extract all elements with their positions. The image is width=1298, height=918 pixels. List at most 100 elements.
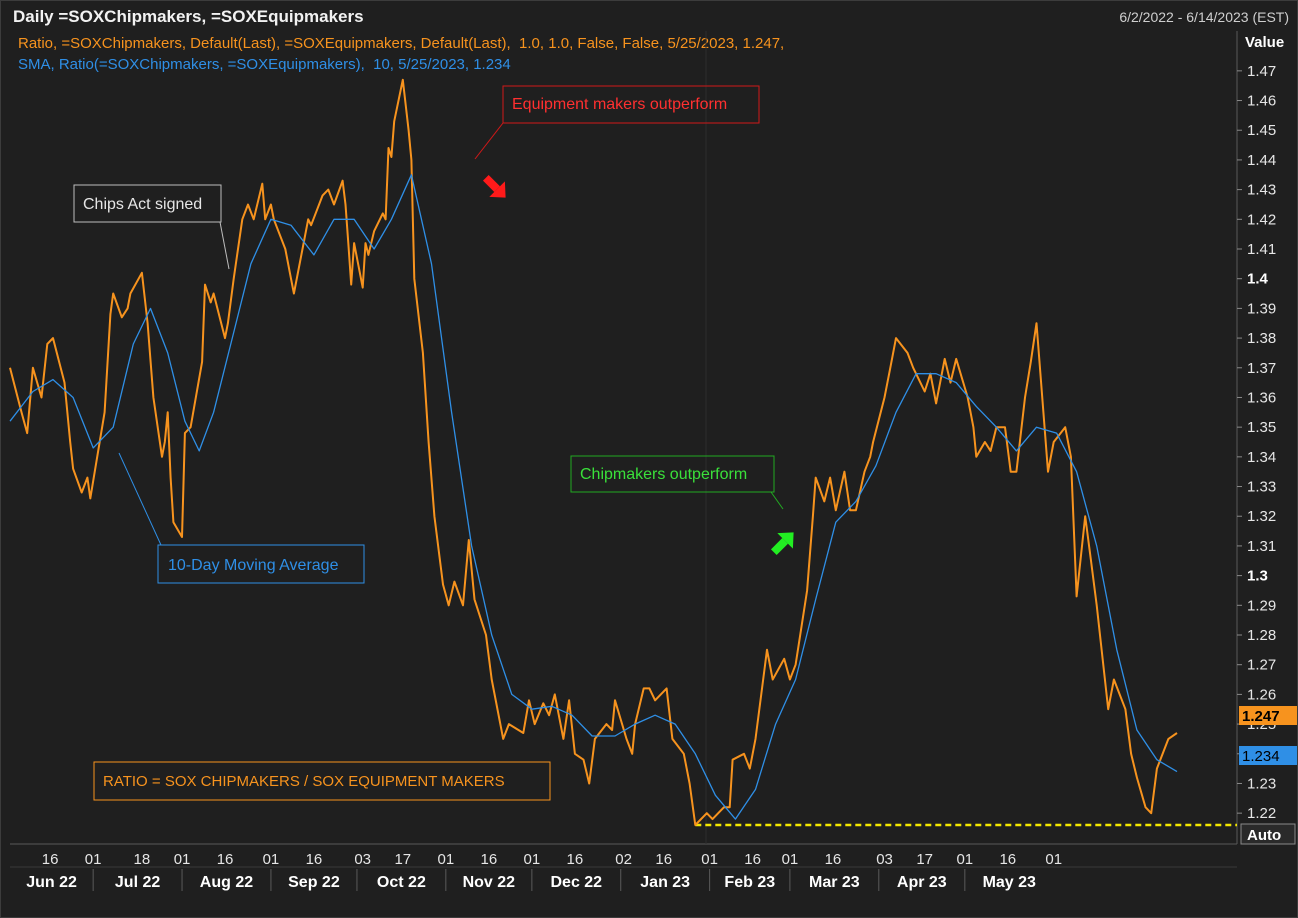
x-axis-ticks: 16 01 18 01 16 01 16 03 17 01 16 01 16 02 16 01 16 01 16 03… <box>42 851 1062 868</box>
value-axis-label: Value <box>1245 34 1284 51</box>
chipmakers-annotation-text: Chipmakers outperform <box>580 466 747 483</box>
equipment-annotation: Equipment makers outperform <box>474 85 760 198</box>
x-tick-label: 01 <box>85 851 102 868</box>
ratio-line <box>9 78 1178 826</box>
y-tick-label: 1.37 <box>1247 360 1276 377</box>
y-tick-label: 1.23 <box>1247 775 1276 792</box>
series-layer <box>9 78 1237 827</box>
x-tick-label: 01 <box>1045 851 1062 868</box>
moving-average-annotation: 10-Day Moving Average <box>118 452 365 584</box>
y-tick-label: 1.39 <box>1247 300 1276 317</box>
y-tick-label: 1.41 <box>1247 241 1276 258</box>
y-tick-label: 1.4 <box>1247 271 1269 288</box>
moving-average-annotation-leader <box>118 452 162 546</box>
equipment-annotation-box <box>502 85 760 124</box>
x-tick-label: 16 <box>480 851 497 868</box>
x-tick-label: 16 <box>217 851 234 868</box>
equipment-annotation-leader <box>474 122 504 160</box>
y-tick-label: 1.44 <box>1247 152 1276 169</box>
x-tick-label: 17 <box>916 851 933 868</box>
chips-act-annotation: Chips Act signed <box>73 184 230 270</box>
y-tick-label: 1.45 <box>1247 122 1276 139</box>
y-tick-label: 1.42 <box>1247 211 1276 228</box>
moving-average-annotation-text: 10-Day Moving Average <box>168 557 339 574</box>
down-arrow-icon <box>482 174 506 198</box>
x-month-label: Jun 22 <box>26 874 77 891</box>
ratio-value-text: 1.247 <box>1242 708 1280 725</box>
x-tick-label: 16 <box>744 851 761 868</box>
sma-value-text: 1.234 <box>1242 748 1280 765</box>
chipmakers-annotation: Chipmakers outperform <box>570 455 794 556</box>
x-tick-label: 01 <box>174 851 191 868</box>
x-tick-label: 16 <box>999 851 1016 868</box>
x-month-label: Sep 22 <box>288 874 340 891</box>
y-tick-label: 1.32 <box>1247 508 1276 525</box>
title-bar: Daily =SOXChipmakers, =SOXEquipmakers 6/… <box>1 1 1297 31</box>
auto-scale-button[interactable]: Auto <box>1240 823 1296 845</box>
y-tick-label: 1.35 <box>1247 419 1276 436</box>
y-tick-label: 1.22 <box>1247 805 1276 822</box>
up-arrow-icon <box>770 532 794 556</box>
x-tick-label: 17 <box>394 851 411 868</box>
x-month-label: Oct 22 <box>377 874 426 891</box>
x-month-label: May 23 <box>983 874 1036 891</box>
y-tick-label: 1.36 <box>1247 389 1276 406</box>
y-tick-label: 1.46 <box>1247 93 1276 110</box>
x-month-label: Apr 23 <box>897 874 947 891</box>
x-tick-label: 18 <box>134 851 151 868</box>
sma-line <box>9 174 1178 820</box>
y-tick-label: 1.29 <box>1247 597 1276 614</box>
y-tick-label: 1.47 <box>1247 63 1276 80</box>
ratio-formula-annotation: RATIO = SOX CHIPMAKERS / SOX EQUIPMENT M… <box>93 761 551 801</box>
x-tick-label: 02 <box>615 851 632 868</box>
y-tick-label: 1.31 <box>1247 538 1276 555</box>
y-tick-label: 1.28 <box>1247 627 1276 644</box>
chips-act-annotation-text: Chips Act signed <box>83 196 202 213</box>
ratio-value-badge: 1.247 <box>1239 706 1297 725</box>
x-axis-months: Jun 22 Jul 22 Aug 22 Sep 22 Oct 22 Nov 22 Dec … <box>26 869 1036 891</box>
x-month-label: Nov 22 <box>463 874 516 891</box>
y-tick-label: 1.34 <box>1247 449 1276 466</box>
x-tick-label: 01 <box>263 851 280 868</box>
legend-sma: SMA, Ratio(=SOXChipmakers, =SOXEquipmake… <box>18 56 511 73</box>
y-axis-ticks: 1.47 1.46 1.45 1.44 1.43 1.42 1.41 1.4 1.39 1.38 1… <box>1237 63 1276 822</box>
chipmakers-annotation-box <box>570 455 775 493</box>
y-tick-label: 1.27 <box>1247 657 1276 674</box>
x-tick-label: 03 <box>354 851 371 868</box>
x-tick-label: 16 <box>42 851 59 868</box>
y-tick-label: 1.3 <box>1247 568 1268 585</box>
chipmakers-annotation-leader <box>770 491 784 510</box>
x-tick-label: 16 <box>825 851 842 868</box>
x-month-label: Aug 22 <box>200 874 253 891</box>
x-month-label: Jan 23 <box>640 874 690 891</box>
x-tick-label: 01 <box>782 851 799 868</box>
auto-scale-label: Auto <box>1247 827 1281 844</box>
chips-act-annotation-leader <box>219 221 230 270</box>
y-tick-label: 1.43 <box>1247 182 1276 199</box>
date-range: 6/2/2022 - 6/14/2023 (EST) <box>1119 9 1289 25</box>
x-month-label: Mar 23 <box>809 874 860 891</box>
x-tick-label: 16 <box>655 851 672 868</box>
y-tick-label: 1.33 <box>1247 479 1276 496</box>
x-month-label: Dec 22 <box>550 874 602 891</box>
x-tick-label: 01 <box>701 851 718 868</box>
x-month-label: Feb 23 <box>724 874 775 891</box>
y-tick-label: 1.26 <box>1247 686 1276 703</box>
moving-average-annotation-box <box>157 544 365 584</box>
ratio-formula-text: RATIO = SOX CHIPMAKERS / SOX EQUIPMENT M… <box>103 773 505 790</box>
x-tick-label: 01 <box>524 851 541 868</box>
x-tick-label: 01 <box>956 851 973 868</box>
x-tick-label: 01 <box>437 851 454 868</box>
equipment-annotation-text: Equipment makers outperform <box>512 96 727 113</box>
x-month-label: Jul 22 <box>115 874 160 891</box>
sma-value-badge: 1.234 <box>1239 746 1297 765</box>
legend-ratio: Ratio, =SOXChipmakers, Default(Last), =S… <box>18 35 785 52</box>
x-tick-label: 16 <box>567 851 584 868</box>
chart-title: Daily =SOXChipmakers, =SOXEquipmakers <box>13 7 364 26</box>
ratio-formula-box <box>93 761 551 801</box>
x-tick-label: 03 <box>876 851 893 868</box>
chips-act-annotation-box <box>73 184 222 223</box>
y-tick-label: 1.38 <box>1247 330 1276 347</box>
